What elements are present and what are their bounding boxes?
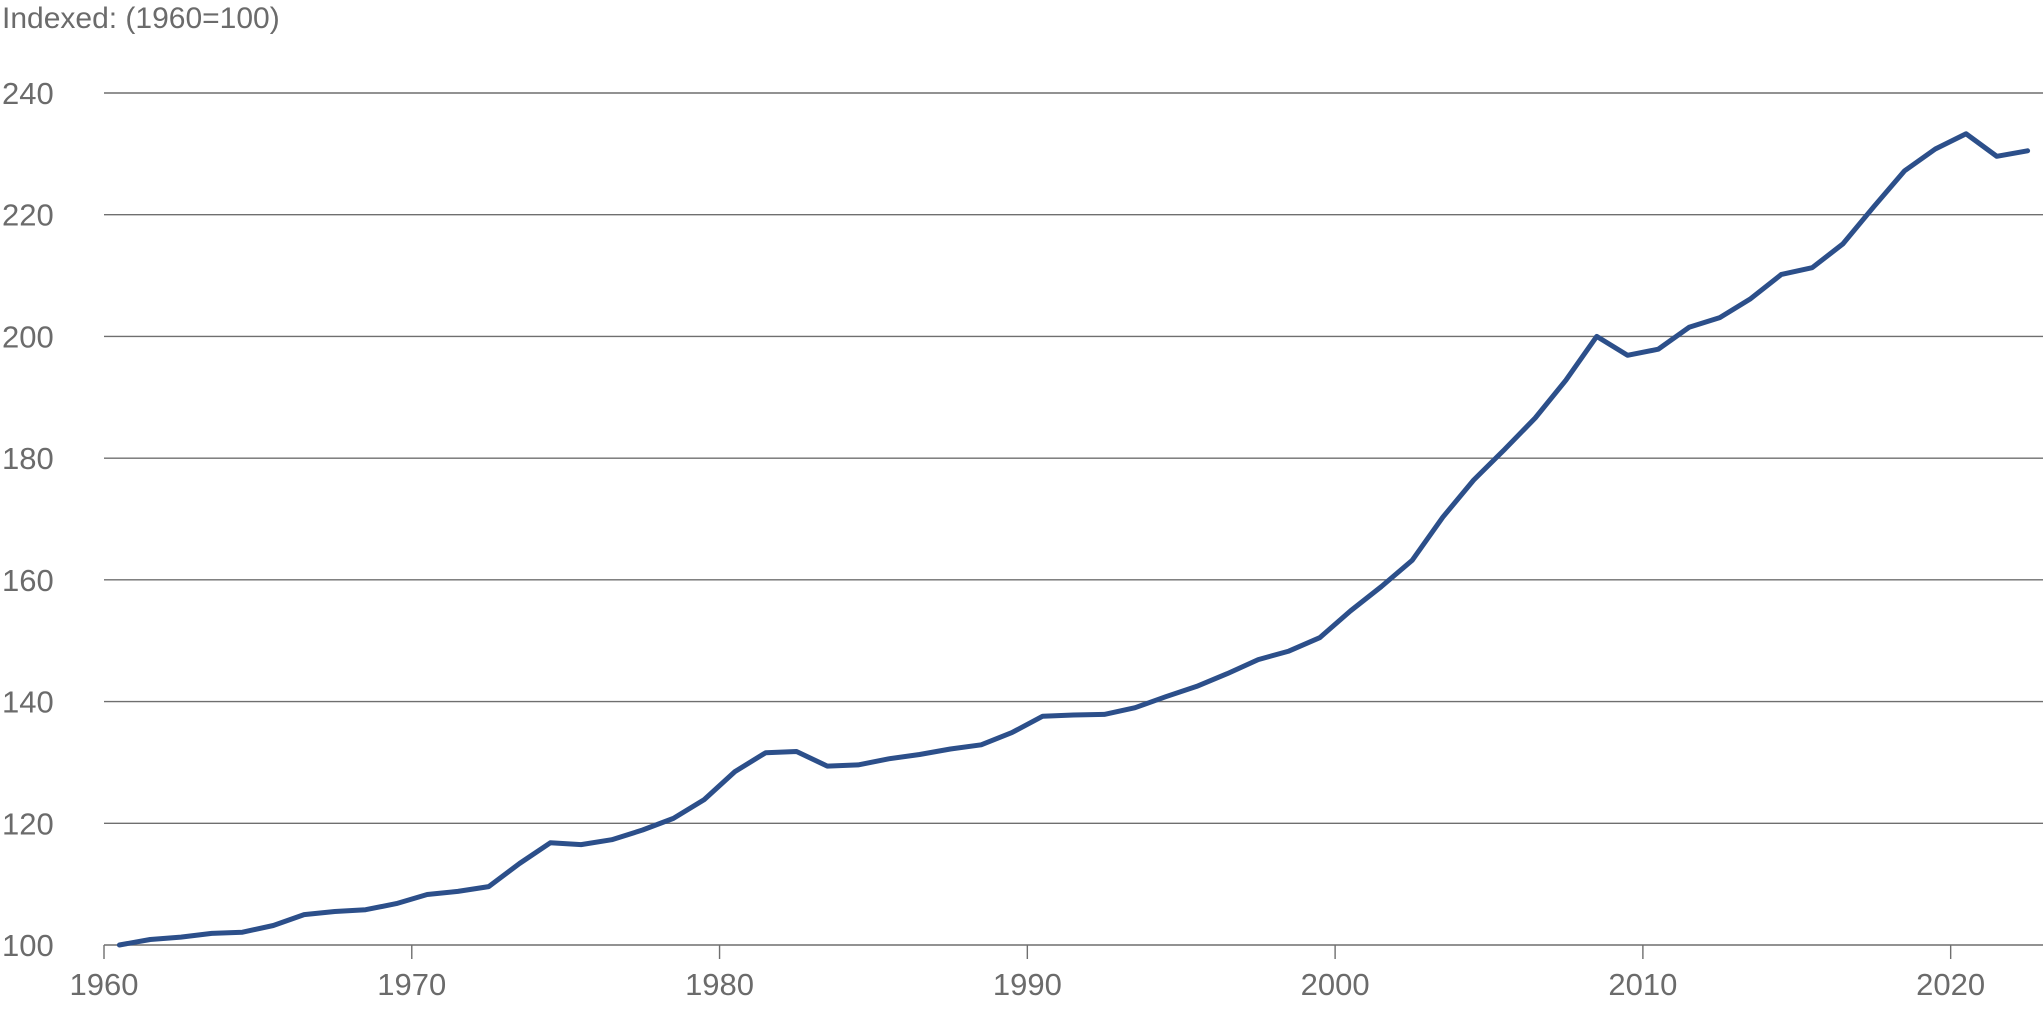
x-tick-label: 2010 bbox=[1608, 967, 1677, 1002]
y-tick-label: 220 bbox=[2, 198, 54, 233]
x-tick-label: 1990 bbox=[993, 967, 1062, 1002]
x-tick-label: 1960 bbox=[70, 967, 139, 1002]
y-tick-label: 240 bbox=[2, 76, 54, 111]
y-tick-label: 100 bbox=[2, 928, 54, 963]
series-group bbox=[116, 131, 2031, 948]
x-tick-label: 1970 bbox=[377, 967, 446, 1002]
y-tick-label: 160 bbox=[2, 563, 54, 598]
y-tick-label: 200 bbox=[2, 319, 54, 354]
y-axis-ticks: 100 120 140 160 180 200 220 240 bbox=[2, 76, 54, 963]
gridlines bbox=[104, 92, 2043, 946]
y-axis-title: Indexed: (1960=100) bbox=[2, 2, 280, 35]
x-tick-label: 2020 bbox=[1916, 967, 1985, 1002]
series-line bbox=[116, 131, 2031, 948]
x-axis-ticks: 1960 1970 1980 1990 2000 2010 2020 bbox=[70, 945, 1985, 1002]
x-tick-label: 2000 bbox=[1301, 967, 1370, 1002]
y-tick-label: 120 bbox=[2, 806, 54, 841]
x-tick-label: 1980 bbox=[685, 967, 754, 1002]
y-tick-label: 180 bbox=[2, 441, 54, 476]
y-tick-label: 140 bbox=[2, 685, 54, 720]
